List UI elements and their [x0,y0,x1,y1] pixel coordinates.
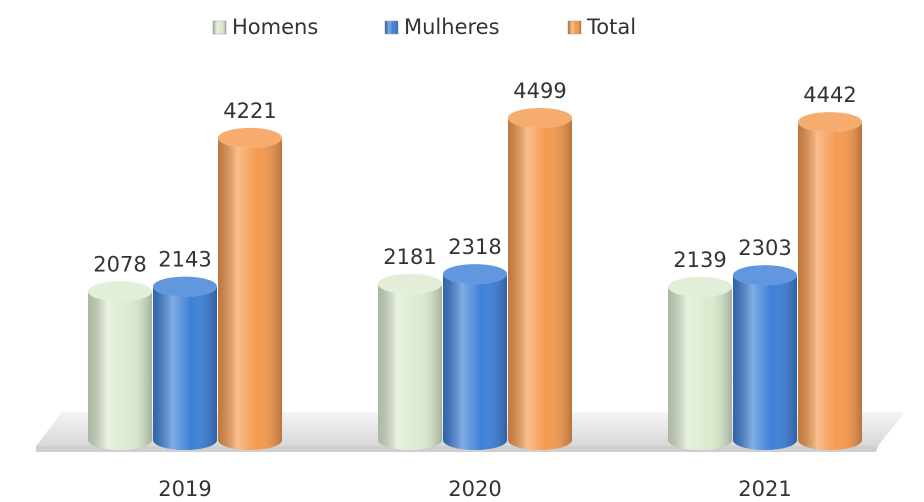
bar-top-highlight [668,276,732,297]
bar-shading [443,274,507,450]
bar-shading [733,275,797,450]
value-label: 2139 [673,248,726,272]
x-tick-label: 2021 [738,477,791,501]
bar-shading [88,291,152,450]
bar-top-highlight [443,264,507,285]
bar-shading [668,286,732,450]
bar-top [733,265,797,286]
bar-top-highlight [733,265,797,286]
value-label: 4499 [513,79,566,103]
bar-top-highlight [153,276,217,297]
bar-top [508,108,572,128]
legend-label: Mulheres [404,15,500,39]
legend-swatch-shade [213,21,226,34]
value-label: 2318 [448,235,501,259]
bar-top-highlight [508,108,572,128]
bar-top [443,264,507,285]
bar-top [88,281,152,302]
bar-top-highlight [88,281,152,302]
bar-top-highlight [378,273,442,294]
x-tick-label: 2020 [448,477,501,501]
legend-label: Total [586,15,636,39]
bar-top [153,276,217,297]
bar-shading [378,283,442,450]
value-label: 2303 [738,236,791,260]
bar-top [668,276,732,297]
bar-shading [218,137,282,451]
bar-shading [798,122,862,450]
bar-top-highlight [218,127,282,148]
bar-shading [508,118,572,450]
bar-top-highlight [798,112,862,133]
value-label: 4442 [803,83,856,107]
value-label: 2181 [383,245,436,269]
legend-label: Homens [232,15,318,39]
x-tick-label: 2019 [158,477,211,501]
value-label: 2143 [158,248,211,272]
value-label: 4221 [223,99,276,123]
bar-top [218,127,282,148]
bar-top [798,112,862,133]
legend-swatch-shade [568,21,581,34]
bar-shading [153,286,217,450]
bar-top [378,273,442,294]
value-label: 2078 [93,252,146,276]
legend-swatch-shade [385,21,398,34]
